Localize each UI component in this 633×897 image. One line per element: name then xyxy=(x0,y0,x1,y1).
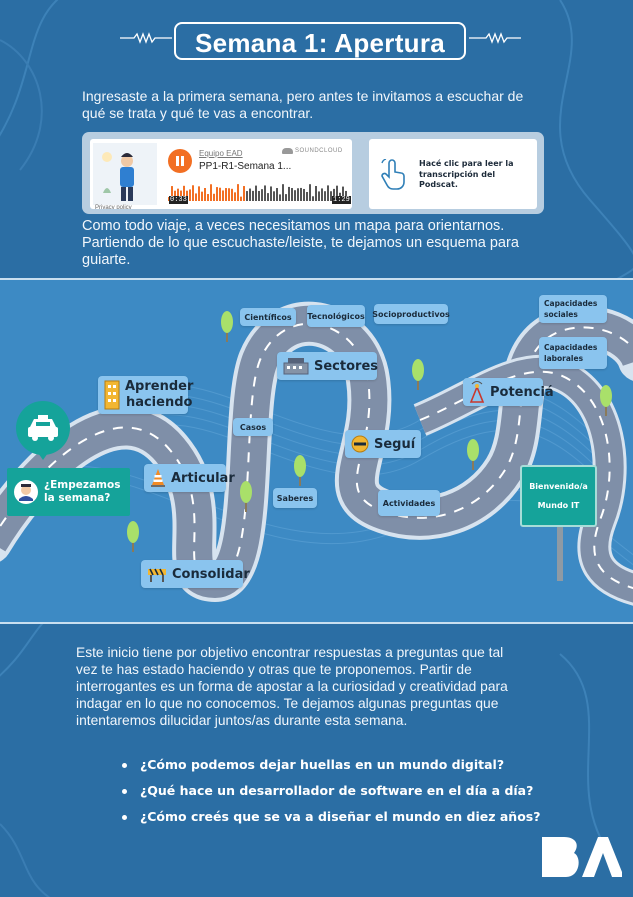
stop-line: haciendo xyxy=(125,395,193,410)
stop-line: Aprender xyxy=(125,379,194,394)
journey-text: Como todo viaje, a veces necesitamos un … xyxy=(82,218,519,269)
question-item: ¿Qué hace un desarrollador de software e… xyxy=(122,778,540,804)
taxi-icon xyxy=(28,415,58,441)
tag-capacidades-sociales[interactable]: Capacidades sociales xyxy=(539,295,607,323)
elapsed-time: 0:33 xyxy=(169,196,188,204)
start-week-card[interactable]: ¿Empezamos la semana? xyxy=(7,468,130,516)
pin-tip xyxy=(36,450,50,460)
sign-line: Mundo IT xyxy=(537,501,580,510)
track-duration: 1:29 xyxy=(332,196,351,204)
road-map xyxy=(0,280,633,622)
pause-button[interactable] xyxy=(168,149,192,173)
question-item: ¿Cómo podemos dejar huellas en un mundo … xyxy=(122,752,540,778)
start-week-label: ¿Empezamos la semana? xyxy=(44,479,120,505)
tag-line: laborales xyxy=(544,354,584,363)
welcome-sign[interactable]: Bienvenido/a Mundo IT xyxy=(520,465,597,527)
start-line: la semana? xyxy=(44,492,111,504)
body-text: Este inicio tiene por objetivo encontrar… xyxy=(76,644,508,729)
intro-line: qué se trata y qué te vas a encontrar. xyxy=(82,105,314,121)
stop-label: Aprender haciendo xyxy=(125,379,193,411)
stop-segui[interactable]: Seguí xyxy=(345,430,421,458)
sign-icon xyxy=(351,435,369,453)
antenna-icon xyxy=(469,381,485,403)
body-line: indagar en lo que no conocemos. Te dejam… xyxy=(76,696,499,711)
intro-line: Ingresaste a la primera semana, pero ant… xyxy=(82,88,524,104)
squiggle-right-icon xyxy=(469,32,521,44)
stop-aprender-haciendo[interactable]: Aprender haciendo xyxy=(98,376,193,414)
question-list: ¿Cómo podemos dejar huellas en un mundo … xyxy=(122,752,540,830)
stop-label: Articular xyxy=(171,470,235,486)
body-line: intentaremos dilucidar juntos/as durante… xyxy=(76,713,408,728)
squiggle-left-icon xyxy=(120,32,172,44)
ba-logo xyxy=(542,837,622,877)
transcript-label[interactable]: Hacé clic para leer la transcripción del… xyxy=(419,159,514,189)
waveform[interactable] xyxy=(168,181,348,201)
journey-line: Partiendo de lo que escuchaste/leiste, t… xyxy=(82,235,519,251)
barrier-icon xyxy=(148,568,166,582)
start-line: ¿Empezamos xyxy=(44,479,121,491)
uploader-link[interactable]: Equipo EAD xyxy=(199,149,243,158)
soundcloud-player[interactable]: Privacy policy Equipo EAD PP1-R1-Semana … xyxy=(90,139,352,209)
background-swirls xyxy=(0,624,611,897)
person-illustration-icon xyxy=(102,152,134,201)
cone-icon xyxy=(151,469,165,487)
intro-text: Ingresaste a la primera semana, pero ant… xyxy=(82,88,523,122)
stop-consolidar[interactable]: Consolidar xyxy=(141,560,250,588)
tag-capacidades-laborales[interactable]: Capacidades laborales xyxy=(539,337,607,369)
title-frame: Semana 1: Apertura xyxy=(174,22,466,60)
tag-line: Capacidades xyxy=(544,299,598,308)
divider xyxy=(0,278,633,280)
start-pin xyxy=(16,401,70,455)
hand-pointer-icon xyxy=(381,159,405,190)
tree-icon xyxy=(127,311,612,552)
questions-section xyxy=(0,624,633,897)
stop-potencia[interactable]: Potenciá xyxy=(463,378,554,406)
tag-line: Capacidades xyxy=(544,343,598,352)
sign-post xyxy=(557,527,563,581)
factory-icon xyxy=(283,358,309,375)
background-swirls xyxy=(0,0,633,278)
body-line: Este inicio tiene por objetivo encontrar… xyxy=(76,645,504,660)
page-title: Semana 1: Apertura xyxy=(194,28,446,58)
journey-line: Como todo viaje, a veces necesitamos un … xyxy=(82,218,505,234)
student-avatar-icon xyxy=(14,480,38,504)
question-item: ¿Cómo creés que se va a diseñar el mundo… xyxy=(122,804,540,830)
body-line: vez te has estado haciendo y otras que t… xyxy=(76,662,472,677)
tag-cientificos[interactable]: Científicos xyxy=(240,308,296,326)
podcast-artwork: Privacy policy xyxy=(93,143,157,209)
header-section: Semana 1: Apertura Ingresaste a la prime… xyxy=(0,0,633,278)
soundcloud-icon xyxy=(282,148,293,154)
body-line: interrogantes es un forma de apostar a l… xyxy=(76,679,508,694)
stop-label: Consolidar xyxy=(172,566,250,582)
tag-saberes[interactable]: Saberes xyxy=(273,488,317,508)
sign-line: Bienvenido/a xyxy=(529,482,588,491)
tag-line: sociales xyxy=(544,310,578,319)
track-title[interactable]: PP1-R1-Semana 1... xyxy=(199,161,292,172)
tag-casos[interactable]: Casos xyxy=(233,418,273,436)
media-strip: Privacy policy Equipo EAD PP1-R1-Semana … xyxy=(82,132,544,214)
stop-articular[interactable]: Articular xyxy=(144,464,235,492)
stop-sectores[interactable]: Sectores xyxy=(277,352,378,380)
soundcloud-brand[interactable]: SOUNDCLOUD xyxy=(295,148,343,154)
privacy-policy-link[interactable]: Privacy policy xyxy=(95,205,132,209)
road-map-graphic xyxy=(0,301,633,606)
tag-actividades[interactable]: Actividades xyxy=(378,490,440,516)
stop-label: Sectores xyxy=(314,358,378,374)
divider xyxy=(0,622,633,624)
journey-line: guiarte. xyxy=(82,252,131,268)
tag-socioproductivos[interactable]: Socioproductivos xyxy=(372,304,450,324)
transcript-card[interactable]: Hacé clic para leer la transcripción del… xyxy=(369,139,537,209)
stop-label: Seguí xyxy=(374,436,416,452)
tag-tecnologicos[interactable]: Tecnológicos xyxy=(307,305,365,327)
building-icon xyxy=(104,380,120,410)
stop-label: Potenciá xyxy=(490,384,554,400)
